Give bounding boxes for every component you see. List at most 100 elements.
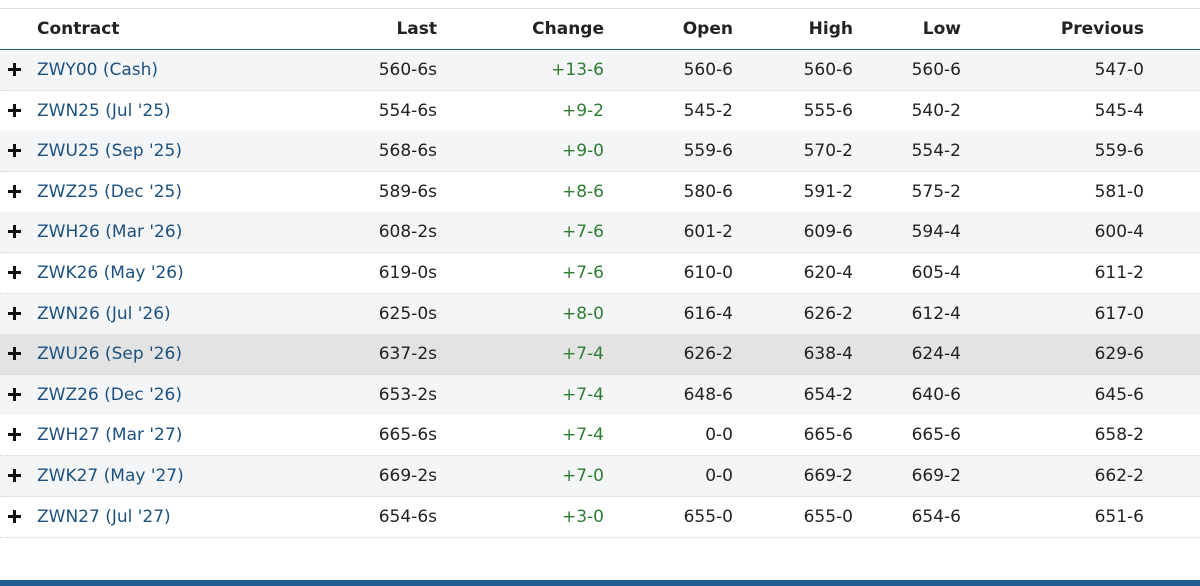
cell: 620-4	[803, 263, 853, 283]
cell: +7-4	[561, 344, 604, 365]
cell: 591-2	[803, 181, 853, 202]
cell: 540-2	[911, 100, 961, 121]
cell: 600-4	[1094, 222, 1144, 243]
contract-link[interactable]: ZWN27 (Jul '27)	[37, 506, 171, 527]
column-header[interactable]: Change	[532, 19, 604, 39]
cell: 658-2	[1094, 425, 1144, 446]
table-row: ZWZ26 (Dec '26) 653-2s +7-4 648-6 654-2 640-6…	[0, 374, 1200, 416]
expand-icon[interactable]	[8, 387, 21, 401]
cell: 554-6s	[378, 100, 437, 121]
cell: 651-6	[1094, 506, 1144, 527]
expand-icon[interactable]	[8, 144, 21, 158]
table-row: ZWN27 (Jul '27) 654-6s +3-0 655-0 655-0 654-6…	[0, 496, 1200, 538]
cell: 619-0s	[378, 263, 437, 283]
cell: 554-2	[911, 141, 961, 162]
cell: 555-6	[803, 100, 853, 121]
cell: 654-2	[803, 384, 853, 405]
cell: 609-6	[803, 222, 853, 243]
cell: 545-4	[1094, 100, 1144, 121]
expand-icon[interactable]	[8, 306, 21, 320]
table-row: ZWN25 (Jul '25) 554-6s +9-2 545-2 555-6 540-2…	[0, 90, 1200, 132]
cell: 560-6	[803, 60, 853, 80]
cell: 665-6	[911, 425, 961, 446]
cell: 605-4	[911, 263, 961, 283]
contract-link[interactable]: ZWK26 (May '26)	[37, 263, 184, 283]
cell: 638-4	[803, 344, 853, 365]
table-row: ZWK27 (May '27) 669-2s +7-0 0-0 669-2 669-2 66…	[0, 456, 1200, 497]
header-row: Contract Last Change Open High Low Previous	[0, 8, 1200, 51]
cell: 626-2	[683, 344, 733, 365]
cell: 655-0	[683, 506, 733, 527]
contract-link[interactable]: ZWY00 (Cash)	[37, 60, 159, 80]
cell: +8-6	[561, 181, 604, 202]
cell: 654-6s	[378, 506, 437, 527]
contract-link[interactable]: ZWH27 (Mar '27)	[37, 425, 183, 446]
cell: +7-4	[561, 384, 604, 405]
expand-icon[interactable]	[8, 428, 21, 442]
cell: 568-6s	[378, 141, 437, 162]
expand-icon[interactable]	[8, 103, 21, 117]
cell: 669-2	[911, 466, 961, 486]
column-header: Contract	[37, 19, 120, 39]
cell: +13-6	[551, 60, 604, 80]
cell: +7-4	[561, 425, 604, 446]
cell: +7-0	[561, 466, 604, 486]
cell: 648-6	[683, 384, 733, 405]
contract-link[interactable]: ZWU25 (Sep '25)	[37, 141, 182, 162]
expand-icon[interactable]	[8, 469, 21, 482]
contract-link[interactable]: ZWK27 (May '27)	[37, 466, 184, 486]
column-header[interactable]: Last	[396, 19, 437, 39]
cell: 617-0	[1094, 303, 1144, 324]
cell: +9-0	[561, 141, 604, 162]
cell: +8-0	[561, 303, 604, 324]
cell: 626-2	[803, 303, 853, 324]
cell: 580-6	[683, 181, 733, 202]
contract-link[interactable]: ZWU26 (Sep '26)	[37, 344, 182, 365]
cell: 645-6	[1094, 384, 1144, 405]
table-row: ZWH27 (Mar '27) 665-6s +7-4 0-0 665-6 665-6 65…	[0, 415, 1200, 457]
cell: 624-4	[911, 344, 961, 365]
cell: 560-6s	[378, 60, 437, 80]
cell: +3-0	[561, 506, 604, 527]
column-header[interactable]: High	[808, 19, 853, 39]
expand-icon[interactable]	[8, 63, 21, 76]
cell: 669-2	[803, 466, 853, 486]
cell: +9-2	[561, 100, 604, 121]
table-row: ZWZ25 (Dec '25) 589-6s +8-6 580-6 591-2 575-2…	[0, 171, 1200, 213]
cell: 655-0	[803, 506, 853, 527]
table-row: ZWK26 (May '26) 619-0s +7-6 610-0 620-4 605-4…	[0, 253, 1200, 294]
cell: 625-0s	[378, 303, 437, 324]
cell: +7-6	[561, 263, 604, 283]
cell: 601-2	[683, 222, 733, 243]
cell: 616-4	[683, 303, 733, 324]
expand-icon[interactable]	[8, 347, 21, 361]
cell: 665-6s	[378, 425, 437, 446]
cell: +7-6	[561, 222, 604, 243]
cell: 560-6	[683, 60, 733, 80]
column-header[interactable]: Previous	[1060, 19, 1144, 39]
expand-icon[interactable]	[8, 184, 21, 198]
cell: 594-4	[911, 222, 961, 243]
cell: 662-2	[1094, 466, 1144, 486]
cell: 612-4	[911, 303, 961, 324]
table-row: ZWY00 (Cash) 560-6s +13-6 560-6 560-6 560-6 54…	[0, 50, 1200, 91]
column-header[interactable]: Low	[922, 19, 961, 39]
cell: 637-2s	[378, 344, 437, 365]
contract-link[interactable]: ZWN25 (Jul '25)	[37, 100, 171, 121]
expand-icon[interactable]	[8, 509, 21, 523]
contract-link[interactable]: ZWZ25 (Dec '25)	[37, 181, 183, 202]
expand-icon[interactable]	[8, 266, 21, 279]
expand-icon[interactable]	[8, 225, 21, 239]
contract-link[interactable]: ZWH26 (Mar '26)	[37, 222, 183, 243]
bottom-bar	[0, 580, 1200, 586]
cell: 559-6	[683, 141, 733, 162]
cell: 654-6	[911, 506, 961, 527]
contract-link[interactable]: ZWZ26 (Dec '26)	[37, 384, 183, 405]
column-header[interactable]: Open	[682, 19, 733, 39]
cell: 581-0	[1094, 181, 1144, 202]
cell: 669-2s	[378, 466, 437, 486]
cell: 0-0	[705, 425, 733, 446]
cell: 629-6	[1094, 344, 1144, 365]
contract-link[interactable]: ZWN26 (Jul '26)	[37, 303, 171, 324]
